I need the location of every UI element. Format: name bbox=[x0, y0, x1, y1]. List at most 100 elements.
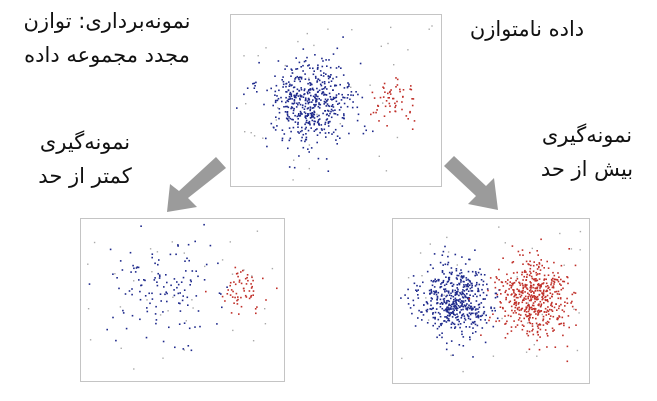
scatter-point bbox=[457, 315, 459, 318]
scatter-point bbox=[529, 274, 531, 277]
scatter-point bbox=[320, 124, 323, 126]
scatter-point bbox=[321, 81, 324, 84]
scatter-point bbox=[265, 299, 267, 301]
scatter-point bbox=[447, 319, 449, 322]
scatter-point bbox=[293, 107, 295, 110]
scatter-point bbox=[545, 322, 547, 324]
scatter-point bbox=[362, 132, 365, 135]
scatter-point bbox=[482, 298, 485, 300]
scatter-point bbox=[532, 264, 535, 267]
scatter-point bbox=[295, 68, 297, 70]
scatter-point bbox=[468, 297, 471, 300]
scatter-point bbox=[443, 320, 445, 322]
scatter-point bbox=[440, 295, 443, 297]
scatter-point bbox=[479, 294, 481, 297]
scatter-point bbox=[336, 143, 338, 145]
scatter-point bbox=[336, 135, 339, 137]
scatter-point bbox=[286, 111, 289, 113]
scatter-point bbox=[464, 263, 467, 265]
undersampling-scatter bbox=[87, 223, 278, 370]
scatter-point bbox=[284, 105, 287, 108]
scatter-point bbox=[534, 296, 536, 298]
noise-point bbox=[401, 357, 403, 360]
scatter-point bbox=[539, 324, 542, 326]
scatter-point bbox=[387, 97, 390, 99]
scatter-point bbox=[313, 110, 315, 113]
scatter-point bbox=[557, 297, 560, 300]
scatter-point bbox=[460, 309, 463, 311]
scatter-point bbox=[539, 328, 542, 331]
scatter-point bbox=[243, 93, 245, 96]
scatter-point bbox=[560, 284, 562, 286]
scatter-point bbox=[300, 78, 303, 80]
scatter-point bbox=[520, 294, 523, 297]
scatter-point bbox=[443, 288, 445, 291]
scatter-point bbox=[278, 111, 281, 114]
scatter-point bbox=[315, 98, 318, 100]
scatter-point bbox=[250, 296, 252, 298]
scatter-point bbox=[295, 57, 297, 59]
scatter-point bbox=[299, 95, 302, 98]
scatter-point bbox=[300, 139, 303, 142]
scatter-point bbox=[187, 345, 190, 347]
scatter-point bbox=[571, 300, 573, 303]
scatter-point bbox=[568, 326, 570, 329]
scatter-point bbox=[496, 277, 498, 280]
scatter-point bbox=[471, 284, 473, 287]
scatter-point bbox=[293, 99, 296, 101]
scatter-point bbox=[538, 273, 541, 275]
scatter-point bbox=[447, 306, 449, 308]
scatter-point bbox=[553, 329, 555, 331]
scatter-point bbox=[327, 75, 330, 78]
scatter-point bbox=[451, 316, 454, 318]
noise-point bbox=[275, 119, 277, 121]
scatter-point bbox=[512, 282, 515, 284]
scatter-point bbox=[476, 324, 479, 327]
scatter-point bbox=[266, 145, 268, 148]
scatter-point bbox=[448, 271, 451, 274]
scatter-point bbox=[522, 263, 524, 265]
scatter-point bbox=[331, 104, 334, 106]
scatter-point bbox=[536, 287, 538, 289]
scatter-point bbox=[332, 106, 335, 108]
scatter-point bbox=[551, 327, 554, 330]
scatter-point bbox=[447, 311, 450, 313]
scatter-point bbox=[310, 127, 312, 129]
scatter-point bbox=[305, 119, 308, 122]
undersampling-line-2: کمتر از حد bbox=[38, 164, 132, 188]
scatter-point bbox=[299, 115, 302, 117]
scatter-point bbox=[439, 313, 441, 315]
noise-point bbox=[171, 241, 173, 243]
scatter-point bbox=[290, 107, 292, 110]
scatter-point bbox=[469, 307, 472, 309]
scatter-point bbox=[339, 137, 341, 139]
scatter-point bbox=[521, 273, 523, 276]
scatter-point bbox=[323, 94, 325, 96]
scatter-point bbox=[325, 105, 328, 107]
scatter-point bbox=[294, 121, 297, 123]
scatter-point bbox=[462, 292, 464, 295]
scatter-point bbox=[490, 306, 492, 309]
scatter-point bbox=[312, 106, 315, 109]
scatter-point bbox=[462, 297, 465, 299]
scatter-point bbox=[440, 324, 442, 327]
scatter-point bbox=[303, 88, 306, 90]
scatter-point bbox=[195, 270, 197, 272]
scatter-point bbox=[574, 264, 577, 267]
scatter-point bbox=[450, 297, 452, 300]
scatter-point bbox=[297, 123, 299, 126]
scatter-point bbox=[553, 274, 556, 277]
scatter-point bbox=[548, 286, 550, 289]
scatter-point bbox=[294, 78, 296, 80]
scatter-point bbox=[154, 277, 156, 279]
scatter-point bbox=[545, 282, 548, 285]
scatter-point bbox=[240, 305, 243, 308]
scatter-point bbox=[467, 296, 469, 299]
scatter-point bbox=[133, 267, 135, 270]
scatter-point bbox=[444, 288, 447, 290]
scatter-point bbox=[311, 83, 313, 86]
scatter-point bbox=[532, 317, 534, 319]
scatter-point bbox=[186, 257, 188, 260]
scatter-point bbox=[460, 300, 463, 302]
scatter-point bbox=[489, 316, 491, 319]
